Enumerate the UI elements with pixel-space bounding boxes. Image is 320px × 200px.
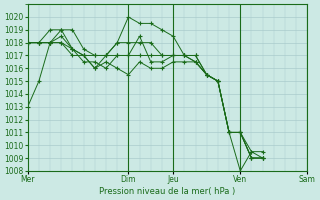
X-axis label: Pression niveau de la mer( hPa ): Pression niveau de la mer( hPa ) [100, 187, 236, 196]
